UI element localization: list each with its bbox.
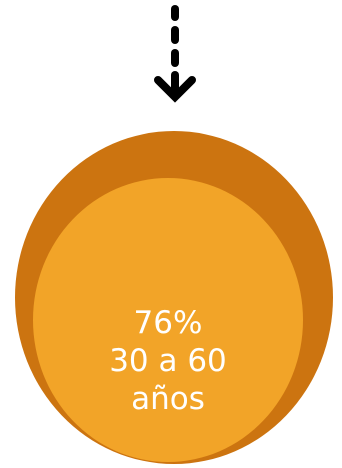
age-group-range: 30 a 60 xyxy=(109,343,227,379)
age-group-label: 76% 30 a 60 años xyxy=(33,304,303,418)
age-group-percent: 76% xyxy=(133,305,203,341)
dashed-down-arrow-icon xyxy=(154,5,196,103)
age-group-circle-inner xyxy=(33,178,303,462)
age-group-unit: años xyxy=(131,381,205,417)
